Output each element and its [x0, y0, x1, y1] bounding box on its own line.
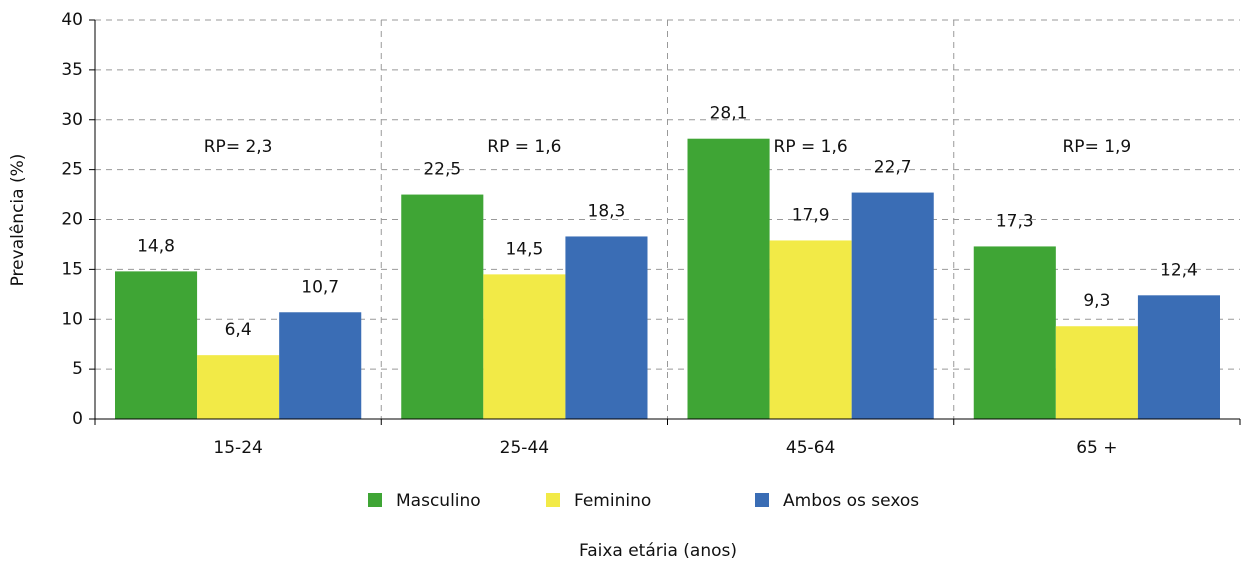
value-label: 12,4: [1160, 260, 1198, 280]
value-label: 17,3: [996, 211, 1034, 231]
y-tick-label: 40: [61, 10, 83, 30]
annotation: RP= 2,3: [204, 137, 273, 157]
value-label: 6,4: [225, 320, 252, 340]
bar: [851, 192, 934, 419]
y-tick-label: 30: [61, 110, 83, 130]
x-axis-title: Faixa etária (anos): [579, 541, 737, 561]
bar: [483, 274, 566, 419]
bar: [565, 236, 648, 419]
value-label: 9,3: [1083, 291, 1110, 311]
legend-swatch: [755, 493, 769, 507]
legend-swatch: [546, 493, 560, 507]
value-label: 18,3: [588, 201, 626, 221]
value-label: 14,5: [505, 239, 543, 259]
bar: [687, 138, 770, 419]
value-label: 17,9: [792, 205, 830, 225]
annotation: RP = 1,6: [487, 137, 561, 157]
bar: [973, 246, 1056, 419]
legend-swatch: [368, 493, 382, 507]
bar: [1137, 295, 1220, 419]
y-axis-title: Prevalência (%): [8, 154, 28, 287]
bar: [115, 271, 198, 419]
value-label: 14,8: [137, 236, 175, 256]
legend-label: Masculino: [396, 491, 481, 511]
annotation: RP = 1,6: [774, 137, 848, 157]
bar: [197, 355, 280, 419]
bar: [279, 312, 362, 419]
value-label: 10,7: [301, 277, 339, 297]
legend-label: Feminino: [574, 491, 651, 511]
bar: [401, 194, 484, 419]
y-tick-label: 25: [61, 160, 83, 180]
value-label: 22,7: [874, 158, 912, 178]
x-tick-label: 65 +: [1076, 438, 1117, 458]
y-tick-label: 35: [61, 60, 83, 80]
x-tick-label: 45-64: [786, 438, 835, 458]
y-tick-label: 0: [72, 409, 83, 429]
y-tick-label: 10: [61, 309, 83, 329]
value-label: 22,5: [423, 160, 461, 180]
value-label: 28,1: [710, 104, 748, 124]
bar: [1055, 326, 1138, 419]
y-tick-label: 15: [61, 259, 83, 279]
legend-label: Ambos os sexos: [783, 491, 919, 511]
y-tick-label: 5: [72, 359, 83, 379]
x-tick-label: 25-44: [500, 438, 549, 458]
bar: [769, 240, 852, 419]
x-tick-label: 15-24: [213, 438, 262, 458]
y-tick-label: 20: [61, 210, 83, 230]
annotation: RP= 1,9: [1063, 137, 1132, 157]
